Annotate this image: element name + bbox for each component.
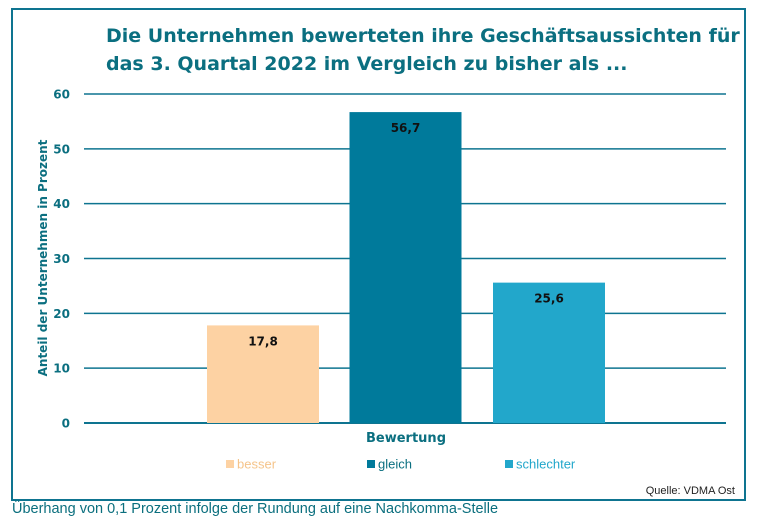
chart-title-line-1: Die Unternehmen bewerteten ihre Geschäft… (106, 25, 740, 47)
bar-schlechter (493, 282, 605, 423)
legend-label-schlechter: schlechter (516, 457, 576, 472)
y-tick-label: 30 (53, 252, 70, 266)
y-tick-label: 10 (53, 362, 70, 376)
y-axis-label: Anteil der Unternehmen in Prozent (36, 139, 50, 376)
y-tick-label: 20 (53, 307, 70, 321)
legend-swatch-besser (226, 460, 234, 468)
legend-label-gleich: gleich (378, 457, 412, 472)
y-tick-label: 60 (53, 88, 70, 102)
data-label: 25,6 (534, 292, 564, 306)
x-axis-label: Bewertung (366, 431, 446, 446)
data-label: 17,8 (248, 334, 278, 348)
bar-besser (207, 325, 319, 423)
legend-label-besser: besser (237, 457, 277, 472)
y-tick-label: 50 (53, 142, 70, 156)
y-tick-label: 0 (62, 417, 70, 431)
y-tick-label: 40 (53, 197, 70, 211)
chart-title-line-2: das 3. Quartal 2022 im Vergleich zu bish… (106, 53, 628, 75)
legend-swatch-gleich (367, 460, 375, 468)
data-label: 56,7 (391, 121, 421, 135)
bar-gleich (349, 112, 462, 423)
footnote: Überhang von 0,1 Prozent infolge der Run… (12, 501, 499, 517)
legend-swatch-schlechter (505, 460, 513, 468)
source-label: Quelle: VDMA Ost (646, 485, 735, 497)
